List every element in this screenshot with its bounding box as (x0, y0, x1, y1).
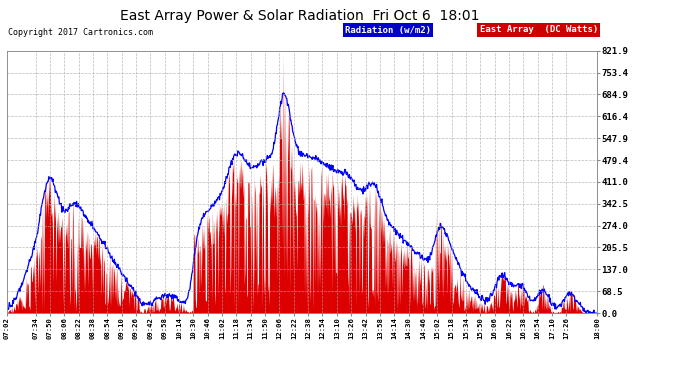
Text: East Array Power & Solar Radiation  Fri Oct 6  18:01: East Array Power & Solar Radiation Fri O… (120, 9, 480, 23)
Text: Radiation (w/m2): Radiation (w/m2) (345, 26, 431, 34)
Text: East Array  (DC Watts): East Array (DC Watts) (480, 26, 598, 34)
Text: Copyright 2017 Cartronics.com: Copyright 2017 Cartronics.com (8, 28, 153, 37)
